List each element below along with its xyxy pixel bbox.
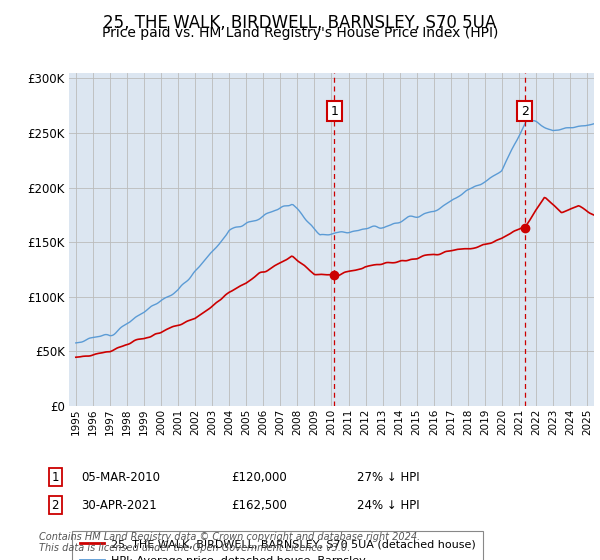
Text: 05-MAR-2010: 05-MAR-2010 bbox=[81, 470, 160, 484]
Text: 27% ↓ HPI: 27% ↓ HPI bbox=[357, 470, 419, 484]
Text: 1: 1 bbox=[52, 470, 59, 484]
Text: 25, THE WALK, BIRDWELL, BARNSLEY, S70 5UA: 25, THE WALK, BIRDWELL, BARNSLEY, S70 5U… bbox=[103, 14, 497, 32]
Text: 2: 2 bbox=[52, 498, 59, 512]
Text: £162,500: £162,500 bbox=[231, 498, 287, 512]
Text: 1: 1 bbox=[331, 105, 338, 118]
Text: Price paid vs. HM Land Registry's House Price Index (HPI): Price paid vs. HM Land Registry's House … bbox=[102, 26, 498, 40]
Text: £120,000: £120,000 bbox=[231, 470, 287, 484]
Text: 2: 2 bbox=[521, 105, 529, 118]
Text: 24% ↓ HPI: 24% ↓ HPI bbox=[357, 498, 419, 512]
Text: 30-APR-2021: 30-APR-2021 bbox=[81, 498, 157, 512]
Text: Contains HM Land Registry data © Crown copyright and database right 2024.
This d: Contains HM Land Registry data © Crown c… bbox=[39, 531, 420, 553]
Legend: 25, THE WALK, BIRDWELL, BARNSLEY, S70 5UA (detached house), HPI: Average price, : 25, THE WALK, BIRDWELL, BARNSLEY, S70 5U… bbox=[72, 531, 484, 560]
